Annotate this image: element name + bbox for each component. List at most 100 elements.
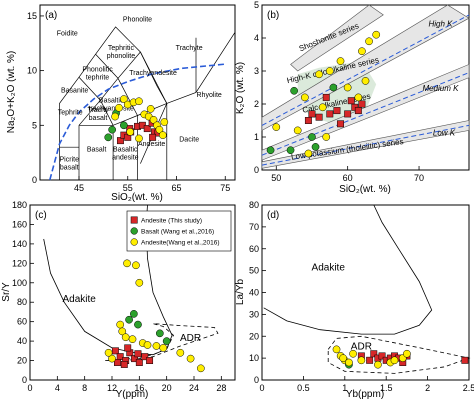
panel-d-x-tick-label: 2.5	[463, 383, 474, 393]
tas-field-label: Trachyte	[176, 45, 203, 52]
tas-field-label: Phonolite	[123, 16, 152, 23]
tas-field-label: Andesite	[138, 141, 165, 148]
panel-d-field-boundaries	[263, 204, 471, 374]
panel-a-square-point	[149, 133, 157, 141]
adr-region-label: ADR	[351, 341, 372, 352]
panel-d-y-tick-label: 60	[249, 244, 259, 254]
panel-c-circle-point	[118, 327, 127, 336]
low-k-boundary-band	[261, 120, 470, 169]
tas-field-label: Basaltic trachyandesite	[88, 97, 134, 112]
adakite-region-label: Adakite	[312, 263, 346, 274]
panel-c-y-tick-label: 180	[12, 200, 27, 210]
panel-d-circle-point	[374, 360, 382, 369]
panel-d-square-point	[366, 356, 374, 364]
panel-c-circle-point	[108, 354, 116, 363]
panel-c-y-tick-label: 0	[22, 375, 27, 385]
tas-field-label: Foidite	[57, 31, 78, 38]
panel-d-label: (d)	[267, 210, 279, 221]
panel-b-y-tick-label: 5	[254, 0, 259, 10]
panel-c-circle-point	[135, 278, 144, 287]
panel-a-circle-point	[108, 125, 117, 134]
panel-a-circle-point	[135, 97, 143, 106]
adr-field-boundary	[327, 335, 471, 374]
panel-c-y-tick-label: 20	[17, 356, 27, 366]
legend-box	[126, 210, 232, 252]
panel-c-square-point	[146, 357, 154, 365]
panel-c-circle-point	[176, 348, 185, 357]
panel-c-square-point	[120, 360, 128, 368]
panel-d-circle-point	[332, 345, 341, 354]
panel-c-x-tick-label: 4	[55, 383, 60, 393]
panel-b-y-tick-label: 1	[254, 132, 259, 142]
panel-c-x-tick-label: 16	[134, 383, 144, 393]
panel-d-plot-frame	[261, 204, 470, 381]
panel-a-circle-point	[159, 131, 167, 140]
panel-c-y-tick-label: 140	[12, 239, 27, 249]
tas-field-label: Trachy basalt	[87, 107, 109, 122]
panel-d-x-label: Yb(ppm)	[346, 389, 384, 400]
high-k-dashed-line	[261, 14, 470, 126]
panel-b-circle-point	[318, 103, 327, 112]
panel-b-circle-point	[304, 149, 313, 158]
panel-d-square-point	[378, 352, 386, 360]
panel-a-y-tick-label: 15	[27, 11, 37, 21]
panel-a-x-label: SiO₂(wt. %)	[111, 192, 163, 203]
high-k-boundary-band	[261, 4, 470, 131]
panel-d-circle-point	[390, 356, 399, 365]
legend-entry-label: Basalt (Wang et al.,2016)	[141, 228, 214, 235]
panel-b-circle-point	[329, 83, 338, 92]
panel-c-x-tick-label: 12	[107, 383, 117, 393]
tas-boundary-line	[140, 51, 168, 104]
panel-c-circle-point	[132, 261, 140, 270]
panel-b-circle-point	[365, 37, 373, 46]
tas-boundary-line	[95, 53, 119, 79]
panel-b-y-tick-label: 2	[254, 99, 259, 109]
panel-a-y-tick-label: 10	[27, 66, 37, 76]
panel-d-circle-point	[349, 349, 357, 358]
tas-boundary-line	[78, 76, 101, 101]
panel-b-square-point	[308, 110, 316, 118]
panel-c-x-label: Y(ppm)	[116, 389, 149, 400]
panel-c-square-point	[134, 350, 142, 358]
panel-a-x-tick-label: 75	[220, 183, 230, 193]
panel-b-points	[266, 30, 381, 158]
legend-square-marker	[130, 216, 138, 224]
panel-c-circle-point	[130, 310, 138, 318]
adr-field-boundary	[105, 323, 219, 361]
panel-b-circle-point	[311, 143, 320, 151]
panel-c-y-tick-label: 120	[12, 258, 27, 268]
adakite-field-boundary	[263, 204, 433, 335]
panel-b-ticks: 50 60 70 0 1 2 3 4 5	[254, 0, 424, 183]
panel-d-layb-yb-diagram: 0 0.5 1 1.5 2 2.5 0 10 20 30 40 50 60 70 80 Adakite ADR…	[235, 200, 474, 400]
panel-b-y-tick-label: 3	[254, 66, 259, 76]
panel-b-square-point	[347, 97, 355, 105]
panel-b-x-tick-label: 60	[343, 173, 353, 183]
panel-a-square-point	[143, 125, 151, 133]
panel-c-y-tick-label: 100	[12, 278, 27, 288]
panel-b-x-tick-label: 50	[271, 173, 281, 183]
tas-field-label: Trachyandesite	[129, 70, 177, 77]
shoshonite-boundary-band	[290, 4, 384, 72]
panel-b-x-label: SiO₂(wt. %)	[339, 184, 391, 195]
panel-c-circle-point	[196, 364, 205, 373]
panel-d-x-tick-label: 0.5	[297, 383, 310, 393]
tas-boundary-line	[117, 78, 138, 116]
panel-c-sry-y-diagram: 0 4 8 12 16 20 24 28 0 20 40 60 80 100 120 140 160 180 Ad…	[1, 200, 236, 400]
panel-a-circle-point	[126, 128, 135, 136]
legend-circle-marker	[130, 238, 138, 246]
panel-b-square-point	[354, 107, 362, 115]
panel-c-square-point	[135, 359, 143, 366]
adakite-field-boundary	[43, 204, 173, 356]
panel-b-plot-frame	[261, 4, 470, 171]
tas-field-label: Dacite	[179, 137, 199, 144]
k-region-label: Medium K	[422, 84, 459, 93]
panel-c-points	[104, 259, 205, 373]
panel-c-circle-point	[121, 333, 130, 342]
panel-b-x-tick-label: 70	[414, 173, 424, 183]
panel-c-square-point	[111, 347, 119, 355]
panel-a-x-tick-label: 45	[74, 183, 84, 193]
panel-b-square-point	[315, 113, 323, 121]
panel-d-points	[332, 345, 469, 369]
panel-c-x-tick-label: 0	[27, 383, 32, 393]
k-region-label: Low K	[433, 128, 456, 137]
